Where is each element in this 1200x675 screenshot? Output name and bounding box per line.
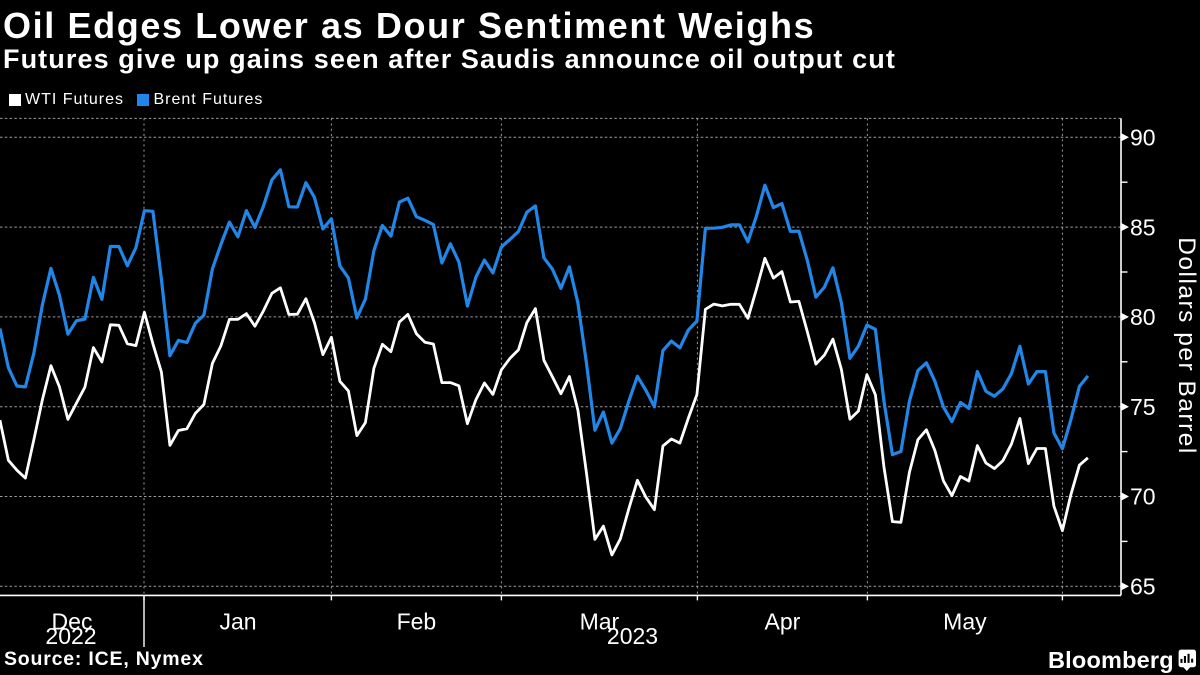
svg-text:Mar: Mar bbox=[580, 609, 620, 635]
svg-text:Feb: Feb bbox=[397, 609, 437, 635]
svg-text:May: May bbox=[943, 609, 987, 635]
svg-text:Dec: Dec bbox=[52, 609, 93, 635]
svg-text:Apr: Apr bbox=[765, 609, 801, 635]
svg-text:75: 75 bbox=[1130, 394, 1156, 420]
svg-text:2023: 2023 bbox=[607, 623, 658, 649]
svg-text:2022: 2022 bbox=[45, 623, 96, 649]
svg-text:Dollars per Barrel: Dollars per Barrel bbox=[1173, 237, 1200, 455]
svg-text:90: 90 bbox=[1130, 125, 1156, 151]
svg-text:70: 70 bbox=[1130, 484, 1156, 510]
svg-text:65: 65 bbox=[1130, 574, 1156, 600]
svg-text:85: 85 bbox=[1130, 214, 1156, 240]
svg-text:80: 80 bbox=[1130, 304, 1156, 330]
svg-text:Jan: Jan bbox=[219, 609, 256, 635]
